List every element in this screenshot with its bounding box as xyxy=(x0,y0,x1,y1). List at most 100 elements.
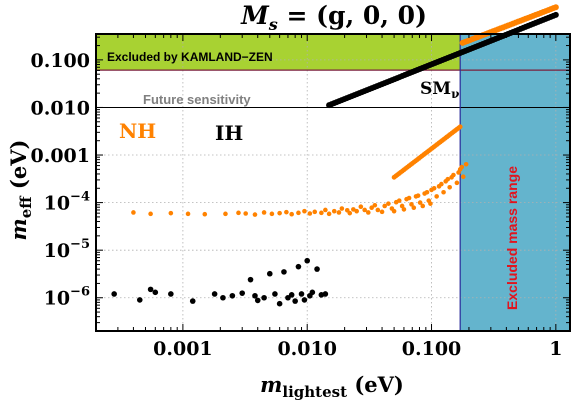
data-point-nh xyxy=(424,189,430,195)
y-tick-label: 10−4 xyxy=(44,190,90,215)
data-point-nh xyxy=(365,210,371,215)
y-tick-label-base: 10 xyxy=(44,288,70,310)
data-point-ih xyxy=(304,257,311,264)
data-point-ih xyxy=(276,300,283,307)
x-tick-label: 0.100 xyxy=(402,338,462,360)
data-point-ih xyxy=(152,289,159,296)
data-point-nh xyxy=(382,203,387,209)
data-point-ih xyxy=(292,298,298,304)
data-point-nh xyxy=(319,210,324,216)
data-point-ih xyxy=(211,291,218,297)
data-point-ih xyxy=(147,286,154,293)
dense-point-nh xyxy=(552,4,559,11)
data-point-nh xyxy=(399,203,405,209)
data-point-nh xyxy=(289,211,294,217)
data-point-ih xyxy=(136,297,143,303)
data-point-nh xyxy=(431,185,437,191)
data-point-nh xyxy=(411,205,417,211)
data-point-ih xyxy=(252,292,258,299)
data-point-ih xyxy=(301,297,308,303)
data-point-ih xyxy=(189,298,196,304)
y-tick-label-exponent: −4 xyxy=(70,190,90,205)
future-sensitivity-label: Future sensitivity xyxy=(143,92,251,107)
axis-ticks xyxy=(95,34,570,332)
x-tick-label: 0.010 xyxy=(277,338,337,360)
data-point-nh xyxy=(409,202,414,207)
data-point-ih xyxy=(229,292,236,299)
y-tick-label: 0.010 xyxy=(31,97,91,119)
data-point-ih xyxy=(168,291,174,297)
data-point-nh xyxy=(434,194,439,199)
data-points xyxy=(111,161,469,307)
data-point-nh xyxy=(148,211,153,217)
data-point-nh xyxy=(323,207,328,213)
data-point-ih xyxy=(295,263,302,270)
y-tick-label-base: 10 xyxy=(44,193,70,215)
data-point-nh xyxy=(372,202,378,208)
data-point-nh xyxy=(302,208,307,214)
data-point-ih xyxy=(322,291,329,297)
kamland-excluded-region xyxy=(96,34,461,71)
data-point-nh xyxy=(415,193,421,198)
data-point-ih xyxy=(298,291,305,297)
data-point-nh xyxy=(307,211,313,216)
y-tick-label-exponent: −5 xyxy=(70,237,90,252)
data-point-nh xyxy=(386,201,391,206)
data-point-nh xyxy=(331,208,337,214)
data-point-nh xyxy=(131,210,136,215)
data-point-nh xyxy=(223,211,228,217)
reference-lines xyxy=(96,34,570,331)
data-point-ih xyxy=(281,269,287,275)
y-axis-label: meff (eV) xyxy=(6,140,35,241)
data-point-nh xyxy=(202,211,208,217)
data-point-nh xyxy=(459,164,465,170)
shaded-regions xyxy=(96,34,570,331)
data-point-nh xyxy=(463,161,469,167)
data-point-nh xyxy=(326,211,332,217)
data-point-nh xyxy=(185,211,191,217)
data-point-nh xyxy=(406,195,412,201)
data-point-nh xyxy=(439,181,444,187)
dense-point-band xyxy=(326,4,559,180)
excluded-mass-label: Excluded mass range xyxy=(504,166,520,310)
data-point-nh xyxy=(454,180,460,186)
x-tick-label: 1 xyxy=(549,338,562,360)
data-point-nh xyxy=(168,210,174,216)
legend-nh-label: NH xyxy=(119,119,156,143)
sm-nu-label: SMν xyxy=(420,79,459,101)
x-axis-label: mlightest (eV) xyxy=(260,372,404,401)
data-point-nh xyxy=(447,184,452,190)
data-point-ih xyxy=(261,294,267,301)
data-point-nh xyxy=(441,189,446,195)
data-point-nh xyxy=(269,211,275,217)
data-point-ih xyxy=(247,276,254,283)
y-tick-label: 0.100 xyxy=(31,50,91,72)
data-point-nh xyxy=(451,172,456,178)
data-point-nh xyxy=(420,203,426,209)
kamland-label: Excluded by KAMLAND−ZEN xyxy=(107,50,273,64)
data-point-nh xyxy=(339,206,345,211)
data-point-nh xyxy=(358,204,364,210)
excluded-mass-region xyxy=(460,34,570,331)
data-point-nh xyxy=(417,200,423,205)
data-point-nh xyxy=(379,209,385,215)
data-point-nh xyxy=(312,209,318,215)
y-tick-label: 10−5 xyxy=(44,237,90,262)
chart-title: Ms = (g, 0, 0) xyxy=(240,1,427,34)
data-point-nh xyxy=(252,212,258,217)
x-tick-label: 0.001 xyxy=(153,338,213,360)
data-point-nh xyxy=(336,210,342,215)
data-point-nh xyxy=(401,207,407,212)
data-point-nh xyxy=(236,210,241,216)
data-point-nh xyxy=(277,210,282,216)
data-point-ih xyxy=(111,291,117,297)
y-tick-label: 10−6 xyxy=(44,285,90,310)
data-point-nh xyxy=(428,201,433,206)
data-point-ih xyxy=(239,290,246,296)
data-point-nh xyxy=(362,207,367,213)
axis-tick-labels: 0.001 0.010 0.100 10.1000.0100.00110−410−51… xyxy=(31,50,563,360)
data-point-nh xyxy=(460,174,466,180)
dense-point-nh xyxy=(457,124,463,130)
data-point-nh xyxy=(296,210,301,216)
data-point-ih xyxy=(220,294,226,301)
